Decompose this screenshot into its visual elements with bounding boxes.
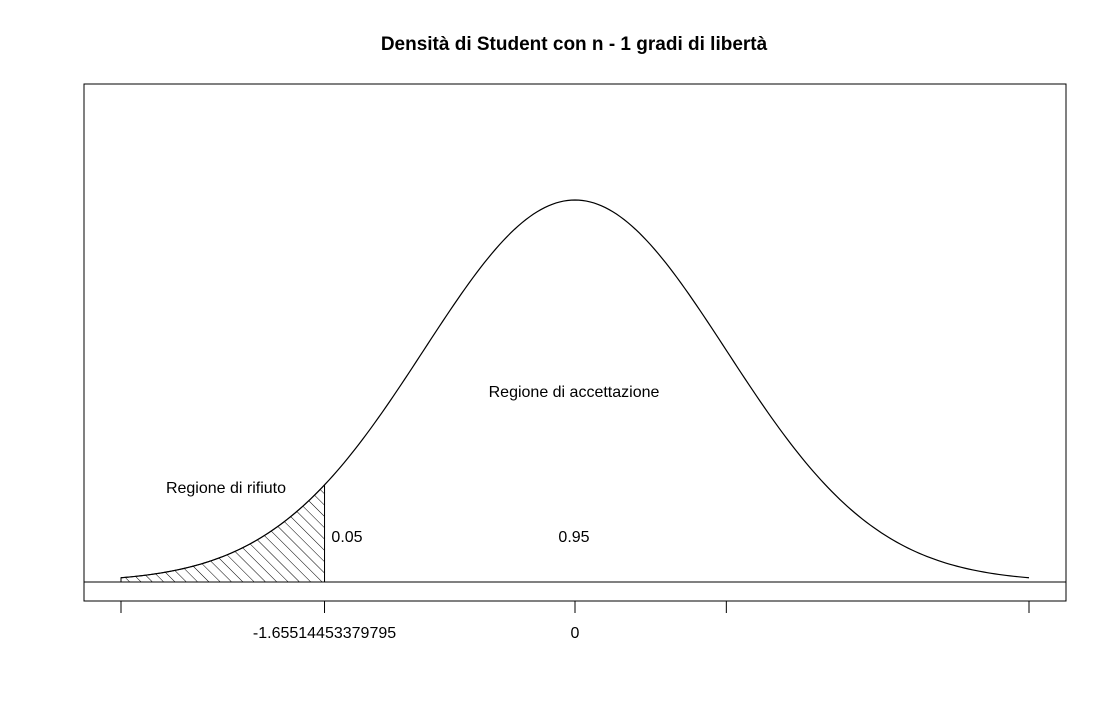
x-tick-label: -1.65514453379795	[253, 625, 396, 642]
chart-title: Densità di Student con n - 1 gradi di li…	[381, 34, 768, 55]
rejection-region-shading	[120, 483, 326, 583]
density-curve	[120, 199, 1030, 579]
plot-frame	[83, 83, 1067, 602]
x-axis-ticks: -1.65514453379795 0	[120, 601, 1030, 642]
x-tick-label: 0	[571, 625, 580, 642]
rejection-probability-label: 0.05	[331, 529, 362, 546]
rejection-region-label: Regione di rifiuto	[166, 480, 286, 497]
acceptance-region-label: Regione di accettazione	[489, 384, 660, 401]
acceptance-probability-label: 0.95	[558, 529, 589, 546]
